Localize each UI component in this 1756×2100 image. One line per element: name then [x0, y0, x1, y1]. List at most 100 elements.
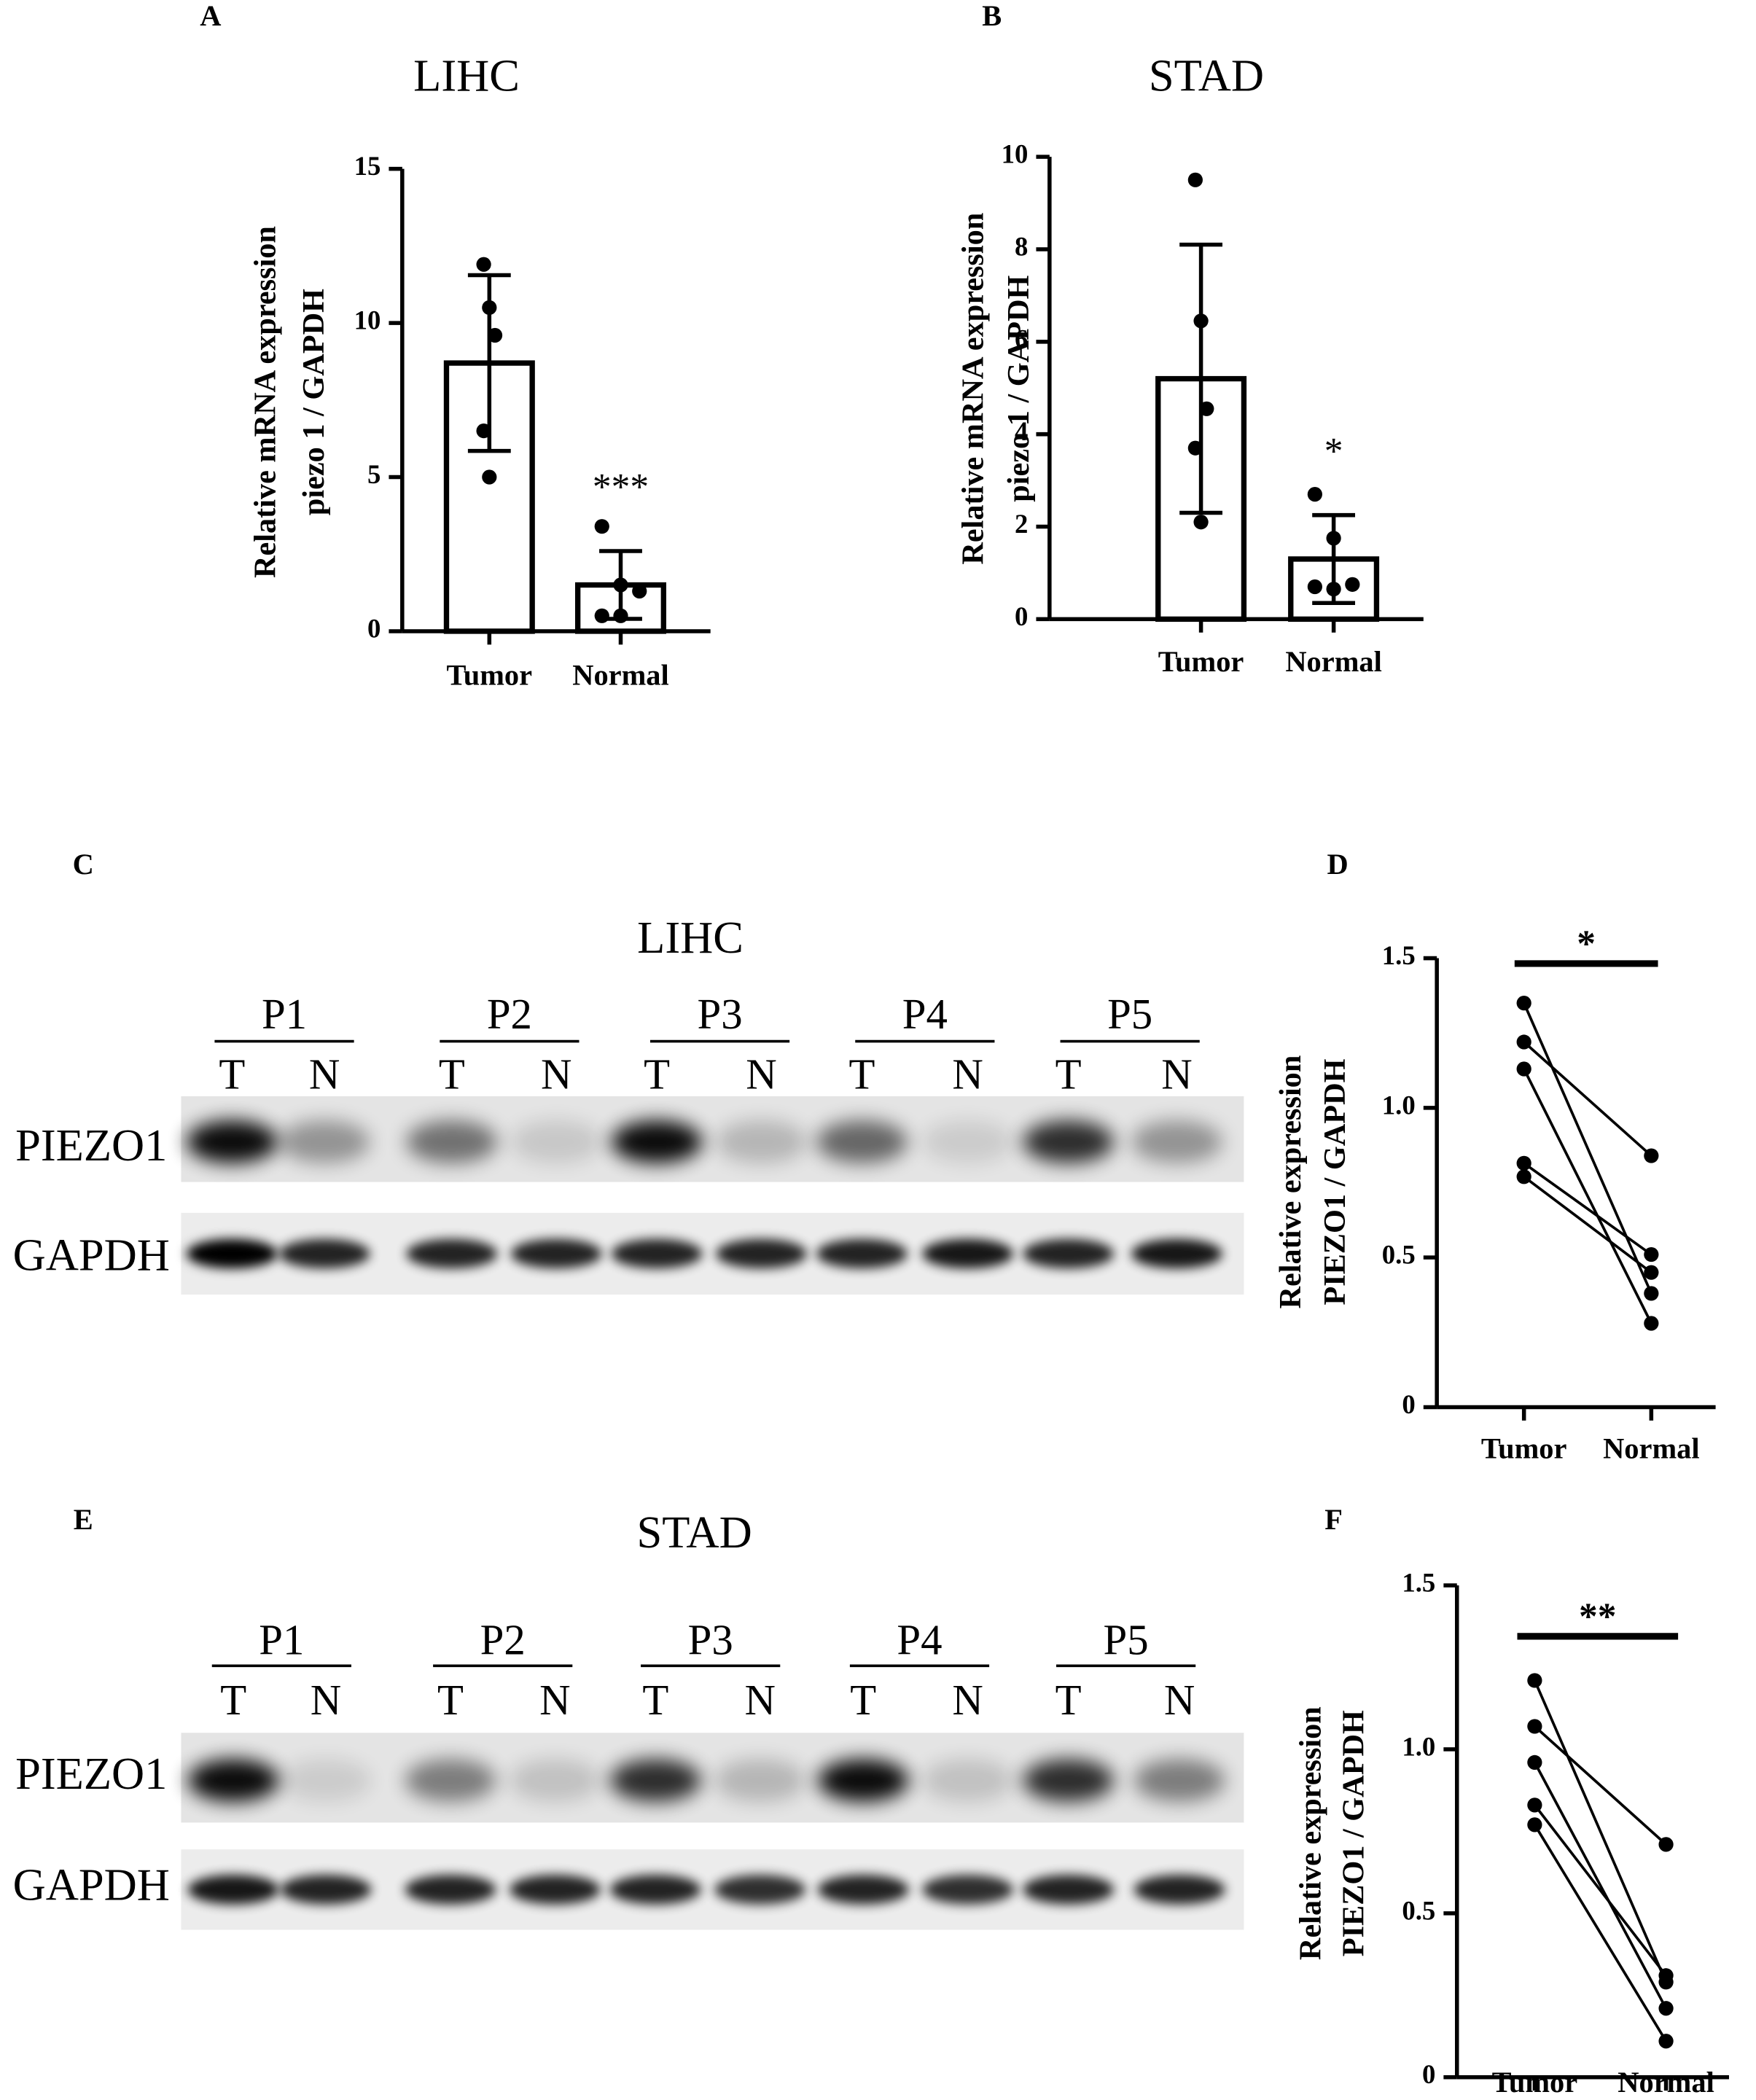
lane-label: T	[642, 1677, 668, 1724]
panel-label: E	[74, 1503, 93, 1536]
patient-label: P4	[897, 1616, 942, 1663]
row-label: PIEZO1	[15, 1120, 167, 1171]
patient-label: P5	[1104, 1616, 1149, 1663]
blot-band	[510, 1120, 602, 1163]
y-axis-label: PIEZO1 / GAPDH	[1318, 1058, 1352, 1305]
error-bar	[1179, 242, 1223, 515]
data-point	[1193, 515, 1209, 530]
blot-band	[406, 1238, 498, 1269]
x-tick-label: Normal	[1618, 2066, 1714, 2099]
data-point	[1527, 1673, 1542, 1688]
y-tick-label: 0	[367, 613, 381, 643]
panel-label: D	[1327, 848, 1349, 881]
series-line	[1533, 1762, 1668, 2010]
row-label: GAPDH	[13, 1230, 170, 1281]
blot-band	[509, 1875, 601, 1905]
data-point	[1187, 172, 1203, 187]
panel-label: A	[200, 0, 221, 32]
data-point	[1516, 1034, 1531, 1050]
lane-label: N	[309, 1051, 340, 1098]
y-axis-label: Relative expression	[1294, 1706, 1328, 1960]
data-point	[476, 423, 491, 439]
y-tick-label: 2	[1015, 509, 1028, 539]
y-tick-label: 5	[367, 459, 381, 489]
y-tick-label: 1.5	[1402, 1567, 1435, 1597]
x-tick-label: Tumor	[1158, 645, 1244, 678]
data-point	[1644, 1148, 1659, 1163]
blot-band	[1023, 1120, 1115, 1163]
y-tick-label: 10	[1002, 139, 1029, 169]
data-point	[1644, 1265, 1659, 1280]
series-line	[1534, 1725, 1667, 1846]
y-tick-label: 0	[1402, 1389, 1415, 1419]
patient-label: P1	[262, 991, 307, 1038]
data-point	[1644, 1316, 1659, 1331]
lane-label: N	[541, 1051, 571, 1098]
data-point	[594, 519, 609, 534]
lane-label: N	[952, 1051, 983, 1098]
data-point	[1527, 1754, 1542, 1771]
data-point	[1658, 1968, 1674, 1983]
lane-label: N	[746, 1051, 776, 1098]
data-point	[1345, 577, 1360, 592]
lane-label: N	[952, 1677, 983, 1724]
series-line	[1523, 1162, 1652, 1256]
data-point	[613, 608, 628, 623]
data-point	[1527, 1817, 1542, 1832]
data-point	[1658, 2001, 1674, 2016]
patient-label: P3	[697, 991, 742, 1038]
lane-label: N	[1164, 1677, 1195, 1724]
blot-band	[187, 1759, 279, 1802]
data-point	[594, 608, 609, 623]
data-point	[1307, 579, 1322, 595]
y-axis-label: Relative mRNA expression	[956, 213, 990, 565]
blot-band	[1023, 1875, 1115, 1905]
significance: *	[1324, 431, 1343, 472]
patient-label: P2	[480, 1616, 526, 1663]
x-tick-label: Tumor	[1492, 2066, 1578, 2099]
y-axis-label: piezo 1 / GAPDH	[1002, 276, 1036, 502]
blot-band	[405, 1875, 496, 1905]
y-tick-label: 1.0	[1402, 1731, 1435, 1761]
y-axis-label: PIEZO1 / GAPDH	[1337, 1710, 1371, 1956]
patient-label: P4	[902, 991, 948, 1038]
y-axis-label: Relative expression	[1273, 1055, 1308, 1309]
blot-band	[278, 1238, 370, 1269]
chart-title: STAD	[1149, 50, 1264, 101]
blot-band	[817, 1759, 909, 1802]
data-point	[1516, 1061, 1531, 1077]
blot-band	[405, 1759, 496, 1802]
lane-label: T	[1055, 1677, 1082, 1724]
lane-label: T	[644, 1051, 670, 1098]
panel-label: F	[1324, 1503, 1343, 1536]
patient-label: P5	[1107, 991, 1152, 1038]
lane-label: N	[1161, 1051, 1192, 1098]
y-tick-label: 8	[1015, 231, 1028, 261]
y-tick-label: 10	[354, 305, 381, 335]
blot-band	[922, 1238, 1014, 1269]
blot-band	[187, 1875, 279, 1905]
blot-band	[186, 1238, 278, 1269]
blot-band	[406, 1120, 498, 1163]
data-point	[1658, 1837, 1674, 1852]
y-tick-label: 4	[1015, 416, 1028, 446]
data-point	[1516, 1155, 1531, 1171]
data-point	[1307, 487, 1322, 502]
y-tick-label: 6	[1015, 324, 1028, 354]
blot-band	[280, 1759, 372, 1802]
lane-label: T	[439, 1051, 465, 1098]
blot-band	[714, 1759, 806, 1802]
y-tick-label: 1.0	[1382, 1090, 1416, 1120]
data-point	[482, 469, 497, 485]
series-line	[1533, 1679, 1668, 1983]
y-tick-label: 0	[1015, 601, 1028, 631]
y-tick-label: 15	[354, 151, 381, 181]
data-point	[1187, 440, 1203, 456]
chart-title: LIHC	[413, 50, 520, 101]
lane-label: N	[539, 1677, 570, 1724]
blot-band	[278, 1120, 370, 1163]
series-line	[1533, 1804, 1668, 1977]
data-point	[482, 300, 497, 316]
lane-label: T	[848, 1051, 875, 1098]
data-point	[1516, 1169, 1531, 1184]
